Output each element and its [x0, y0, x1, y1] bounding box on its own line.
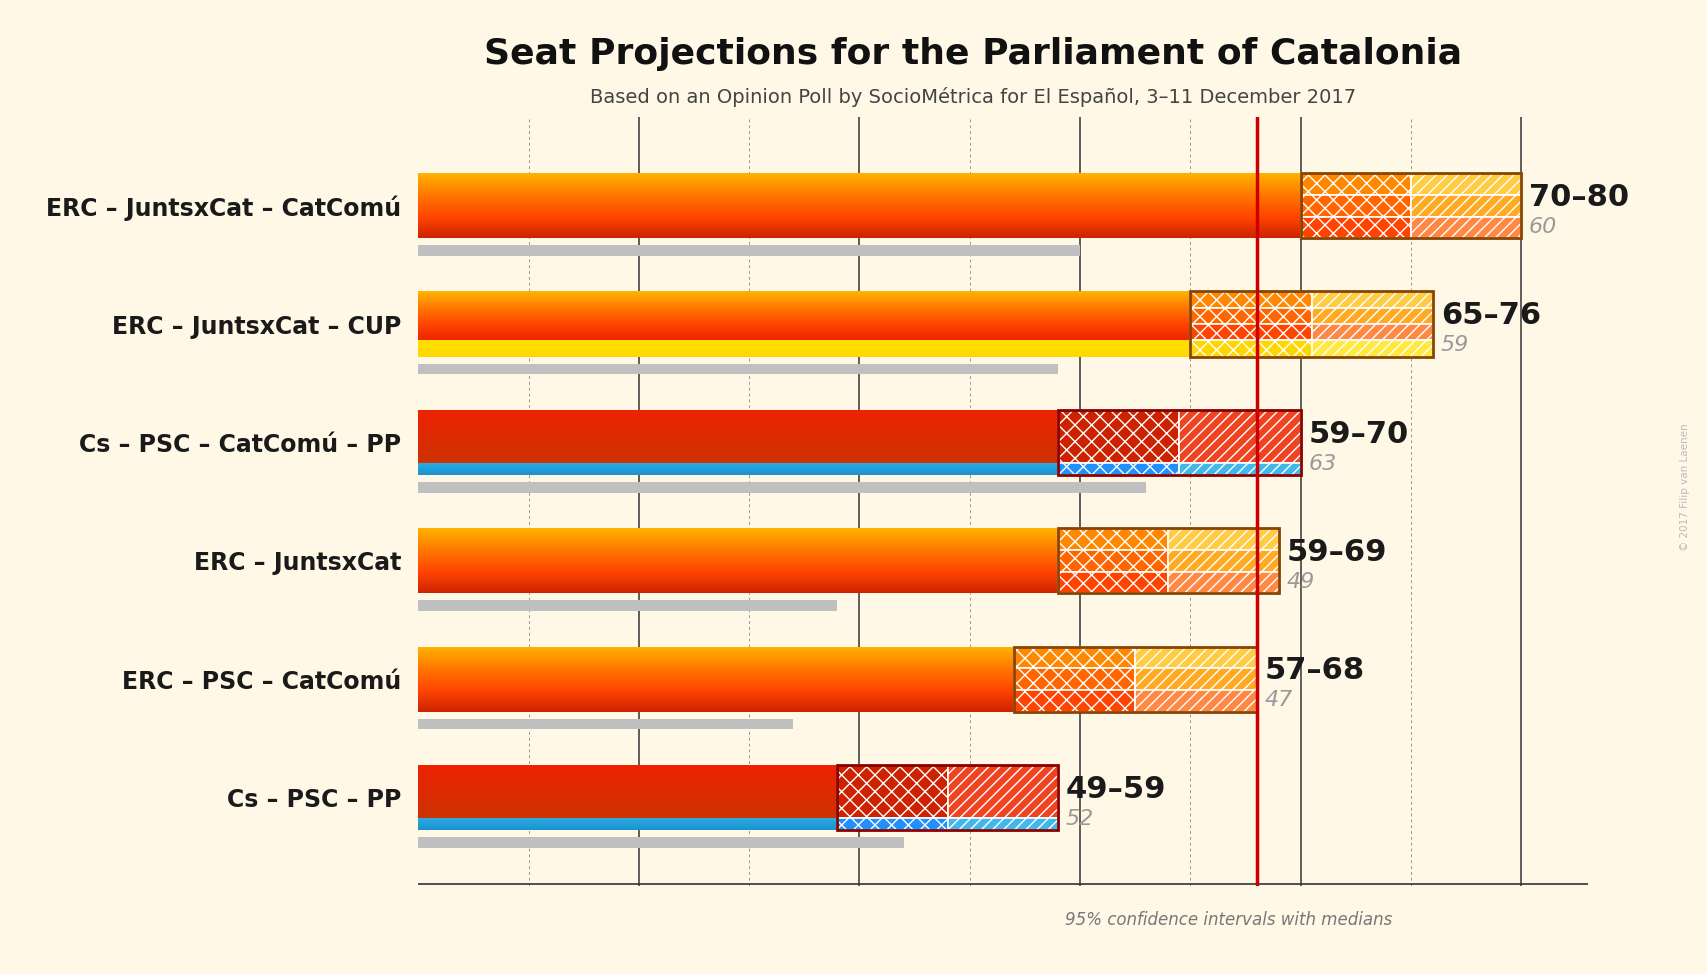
- Bar: [1014, 647, 1135, 668]
- Bar: [1058, 550, 1168, 572]
- Bar: [838, 818, 947, 830]
- Text: Based on an Opinion Poll by SocioMétrica for El Español, 3–11 December 2017: Based on an Opinion Poll by SocioMétrica…: [591, 88, 1355, 107]
- Bar: [1180, 464, 1301, 475]
- Bar: [1014, 668, 1135, 690]
- Bar: [418, 719, 794, 730]
- Text: 49–59: 49–59: [1065, 774, 1166, 804]
- Bar: [1190, 340, 1311, 356]
- Bar: [1168, 572, 1279, 593]
- Bar: [1190, 324, 1311, 340]
- Text: 59–69: 59–69: [1287, 538, 1386, 567]
- Bar: [1058, 410, 1180, 464]
- Bar: [1301, 195, 1412, 216]
- Bar: [1301, 216, 1412, 239]
- Bar: [1412, 216, 1521, 239]
- Bar: [1412, 173, 1521, 195]
- Bar: [418, 245, 1081, 256]
- Bar: [1190, 291, 1311, 308]
- Bar: [1301, 173, 1412, 195]
- Text: © 2017 Filip van Laenen: © 2017 Filip van Laenen: [1680, 423, 1690, 551]
- Bar: [1311, 308, 1434, 324]
- Bar: [1180, 410, 1301, 464]
- Bar: [1014, 647, 1256, 712]
- Bar: [1135, 668, 1256, 690]
- Bar: [1058, 528, 1168, 550]
- Bar: [1311, 324, 1434, 340]
- Bar: [1058, 410, 1301, 475]
- Bar: [1135, 647, 1256, 668]
- Text: Seat Projections for the Parliament of Catalonia: Seat Projections for the Parliament of C…: [483, 37, 1463, 70]
- Bar: [1301, 173, 1521, 239]
- Text: 57–68: 57–68: [1265, 656, 1364, 686]
- Bar: [418, 482, 1147, 493]
- Text: 59–70: 59–70: [1309, 420, 1408, 449]
- Bar: [1168, 528, 1279, 550]
- Bar: [1190, 291, 1434, 356]
- Bar: [1014, 690, 1135, 712]
- Bar: [1311, 291, 1434, 308]
- Text: 60: 60: [1529, 217, 1557, 237]
- Bar: [418, 600, 838, 611]
- Bar: [838, 765, 947, 818]
- Bar: [418, 838, 903, 847]
- Text: 59: 59: [1441, 335, 1470, 356]
- Text: 63: 63: [1309, 454, 1337, 473]
- Bar: [1168, 550, 1279, 572]
- Bar: [1412, 195, 1521, 216]
- Bar: [1311, 340, 1434, 356]
- Bar: [1058, 464, 1180, 475]
- Text: 52: 52: [1065, 808, 1094, 829]
- Text: 70–80: 70–80: [1529, 183, 1628, 212]
- Bar: [838, 765, 1058, 830]
- Bar: [947, 818, 1058, 830]
- Bar: [418, 363, 1058, 374]
- Bar: [947, 765, 1058, 818]
- Text: 49: 49: [1287, 572, 1314, 592]
- Bar: [1058, 528, 1279, 593]
- Bar: [1058, 572, 1168, 593]
- Text: 95% confidence intervals with medians: 95% confidence intervals with medians: [1065, 912, 1393, 929]
- Bar: [1135, 690, 1256, 712]
- Text: 65–76: 65–76: [1441, 301, 1541, 330]
- Bar: [1190, 308, 1311, 324]
- Text: 47: 47: [1265, 691, 1292, 710]
